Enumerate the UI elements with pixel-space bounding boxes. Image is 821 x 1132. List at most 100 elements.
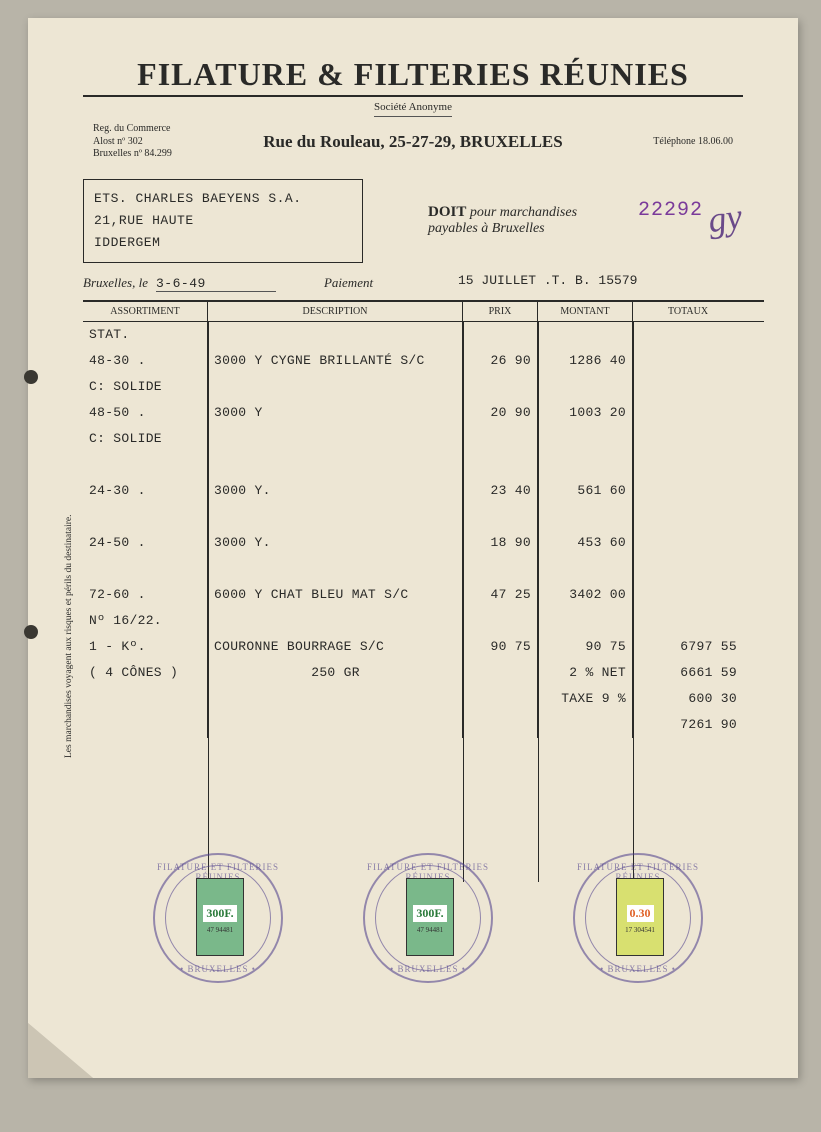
- col-header-prix: PRIX: [463, 302, 538, 321]
- doit-line2: payables à Bruxelles: [428, 221, 545, 236]
- cell-assort: C: SOLIDE: [83, 374, 208, 400]
- table-row: STAT.: [83, 322, 764, 348]
- cell-tot: [633, 504, 743, 530]
- recipient-box: ETS. CHARLES BAEYENS S.A. 21,RUE HAUTE I…: [83, 179, 363, 263]
- cell-montant: [538, 374, 633, 400]
- cell-assort: 24-30 .: [83, 478, 208, 504]
- table-row: 1 - Kº.COURONNE BOURRAGE S/C90 7590 7567…: [83, 634, 764, 660]
- cell-desc: 3000 Y CYGNE BRILLANTÉ S/C: [208, 348, 463, 374]
- cell-tot: 6661 59: [633, 660, 743, 686]
- table-row: 48-50 .3000 Y20 901003 20: [83, 400, 764, 426]
- cell-desc: [208, 322, 463, 348]
- cell-assort: Nº 16/22.: [83, 608, 208, 634]
- cell-montant: [538, 608, 633, 634]
- cell-assort: 1 - Kº.: [83, 634, 208, 660]
- cell-tot: [633, 426, 743, 452]
- line-items-table: ASSORTIMENT DESCRIPTION PRIX MONTANT TOT…: [83, 300, 764, 882]
- cell-desc: [208, 426, 463, 452]
- tax-stamp: 0.30 17 304541: [616, 878, 664, 956]
- tax-stamp: 300F.47 94481: [196, 878, 244, 956]
- handwritten-initials: gy: [705, 194, 744, 240]
- table-body: STAT.48-30 .3000 Y CYGNE BRILLANTÉ S/C26…: [83, 322, 764, 882]
- table-row: C: SOLIDE: [83, 374, 764, 400]
- table-row: ( 4 CÔNES ) 250 GR2 % NET6661 59: [83, 660, 764, 686]
- cell-prix: 20 90: [463, 400, 538, 426]
- cell-prix: [463, 712, 538, 738]
- cell-prix: [463, 686, 538, 712]
- cell-prix: [463, 322, 538, 348]
- date-row: Bruxelles, le 3-6-49 Paiement: [83, 275, 743, 292]
- stamp-ring-text: • BRUXELLES •: [358, 964, 498, 974]
- cell-tot: [633, 322, 743, 348]
- cell-tot: [633, 374, 743, 400]
- stamp-ring-text: • BRUXELLES •: [148, 964, 288, 974]
- cell-prix: [463, 452, 538, 478]
- cell-tot: [633, 348, 743, 374]
- table-row: C: SOLIDE: [83, 426, 764, 452]
- cell-desc: [208, 608, 463, 634]
- recipient-line: 21,RUE HAUTE: [94, 210, 352, 232]
- tax-stamp-value: 0.30: [627, 905, 654, 922]
- cell-desc: [208, 686, 463, 712]
- cell-desc: [208, 504, 463, 530]
- cell-prix: [463, 556, 538, 582]
- cell-tot: [633, 530, 743, 556]
- recipient-line: IDDERGEM: [94, 232, 352, 254]
- punch-hole: [24, 370, 38, 384]
- tax-stamp-serial: 17 304541: [625, 926, 655, 934]
- table-row: 7261 90: [83, 712, 764, 738]
- cell-montant: [538, 452, 633, 478]
- tax-stamp: 300F.47 94481: [406, 878, 454, 956]
- paper-fold: [28, 1023, 93, 1078]
- doit-block: DOIT pour marchandises payables à Bruxel…: [428, 204, 577, 237]
- table-row: 48-30 .3000 Y CYGNE BRILLANTÉ S/C26 9012…: [83, 348, 764, 374]
- col-header-totaux: TOTAUX: [633, 302, 743, 321]
- company-address: Rue du Rouleau, 25-27-29, BRUXELLES: [263, 132, 562, 152]
- table-row: TAXE 9 %600 30: [83, 686, 764, 712]
- cell-montant: [538, 426, 633, 452]
- cell-tot: [633, 478, 743, 504]
- cell-prix: 90 75: [463, 634, 538, 660]
- cell-montant: 1286 40: [538, 348, 633, 374]
- invoice-paper: FILATURE & FILTERIES RÉUNIES Société Ano…: [28, 18, 798, 1078]
- stamp-ring-text: • BRUXELLES •: [568, 964, 708, 974]
- cell-assort: [83, 556, 208, 582]
- table-row: [83, 504, 764, 530]
- stamp-unit: FILATURE ET FILTERIES RÉUNIES• BRUXELLES…: [568, 848, 708, 988]
- cell-desc: 3000 Y.: [208, 530, 463, 556]
- stamp-unit: FILATURE ET FILTERIES RÉUNIES• BRUXELLES…: [148, 848, 288, 988]
- tax-stamp-serial: 47 94481: [417, 926, 443, 934]
- cell-montant: [538, 556, 633, 582]
- table-row: [83, 452, 764, 478]
- invoice-date: 3-6-49: [156, 276, 276, 292]
- cell-tot: [633, 556, 743, 582]
- cell-desc: 3000 Y.: [208, 478, 463, 504]
- cell-desc: 3000 Y: [208, 400, 463, 426]
- cell-assort: [83, 712, 208, 738]
- reg-line: Alost nº 302: [93, 136, 233, 149]
- cell-prix: 18 90: [463, 530, 538, 556]
- table-row: 24-30 .3000 Y.23 40561 60: [83, 478, 764, 504]
- invoice-meta: ETS. CHARLES BAEYENS S.A. 21,RUE HAUTE I…: [28, 169, 798, 292]
- table-row: [83, 556, 764, 582]
- col-header-description: DESCRIPTION: [208, 302, 463, 321]
- cell-desc: COURONNE BOURRAGE S/C: [208, 634, 463, 660]
- company-subtitle: Société Anonyme: [374, 101, 452, 117]
- tax-stamp-serial: 47 94481: [207, 926, 233, 934]
- cell-assort: STAT.: [83, 322, 208, 348]
- cell-montant: 2 % NET: [538, 660, 633, 686]
- cell-montant: [538, 322, 633, 348]
- cell-desc: 6000 Y CHAT BLEU MAT S/C: [208, 582, 463, 608]
- cell-prix: [463, 608, 538, 634]
- table-row: Nº 16/22.: [83, 608, 764, 634]
- reg-line: Reg. du Commerce: [93, 123, 233, 136]
- cell-assort: 24-50 .: [83, 530, 208, 556]
- cell-assort: 72-60 .: [83, 582, 208, 608]
- cell-tot: [633, 400, 743, 426]
- city-prefix: Bruxelles, le: [83, 275, 148, 291]
- cell-montant: 453 60: [538, 530, 633, 556]
- cell-prix: 47 25: [463, 582, 538, 608]
- stamps-row: FILATURE ET FILTERIES RÉUNIES• BRUXELLES…: [148, 848, 708, 988]
- cell-tot: 600 30: [633, 686, 743, 712]
- cell-desc: [208, 556, 463, 582]
